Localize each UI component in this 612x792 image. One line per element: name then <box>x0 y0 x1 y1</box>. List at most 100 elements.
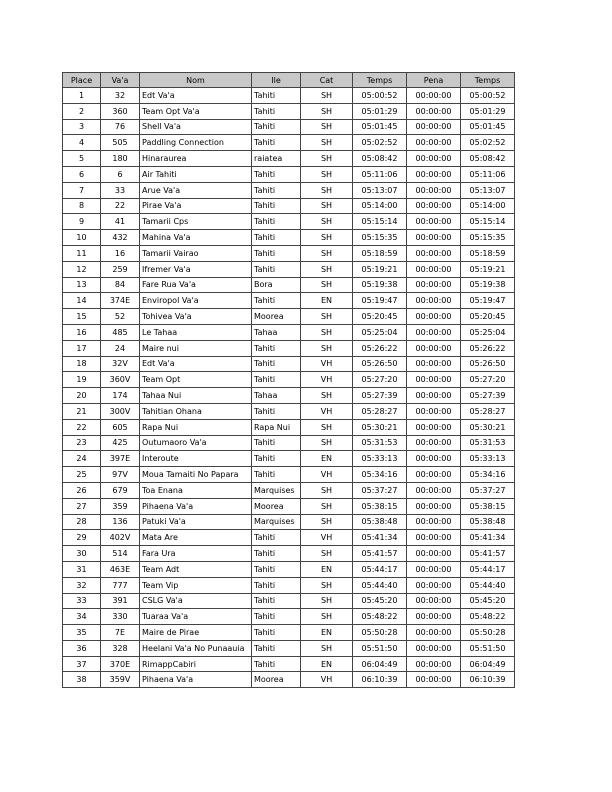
cell: 05:27:20 <box>352 371 407 389</box>
cell: 00:00:00 <box>406 450 461 468</box>
cell: SH <box>300 497 353 515</box>
table-row: 8 22 Pirae Va'a Tahiti SH 05:14:00 00:00:00 05:… <box>62 197 515 215</box>
cell: 432 <box>100 229 140 246</box>
cell: Tahiti <box>251 102 301 120</box>
cell: raiatea <box>251 150 301 167</box>
cell: Tahiti <box>251 244 301 262</box>
cell: Moorea <box>251 308 301 325</box>
cell: Rapa Nui <box>251 418 301 436</box>
cell: 300V <box>100 402 140 420</box>
cell: 28 <box>62 513 101 531</box>
cell: Tuaraa Va'a <box>139 608 252 626</box>
cell: 05:33:13 <box>352 450 407 468</box>
cell: EN <box>300 624 353 641</box>
table-row: 17 24 Maire nui Tahiti SH 05:26:22 00:00:00 05:… <box>62 339 515 357</box>
cell: 00:00:00 <box>406 339 461 357</box>
table-body: 1 32 Edt Va'a Tahiti SH 05:00:52 00:00:00 05:00… <box>62 87 515 689</box>
cell: 05:01:29 <box>460 102 515 120</box>
table-row: 7 33 Arue Va'a Tahiti SH 05:13:07 00:00:00 05:1… <box>62 181 515 199</box>
cell: 35 <box>62 624 101 641</box>
cell: 05:41:57 <box>460 545 515 562</box>
cell: 00:00:00 <box>406 402 461 420</box>
cell: 00:00:00 <box>406 197 461 215</box>
cell: 36 <box>62 639 101 657</box>
cell: 05:44:40 <box>460 576 515 594</box>
cell: 00:00:00 <box>406 639 461 657</box>
cell: 05:38:48 <box>352 513 407 531</box>
cell: 05:18:59 <box>352 244 407 262</box>
cell: Tahiti <box>251 608 301 626</box>
cell: 05:00:52 <box>352 87 407 104</box>
cell: 359 <box>100 497 140 515</box>
cell: 05:11:06 <box>352 165 407 183</box>
cell: Tahiti <box>251 118 301 136</box>
cell: 05:30:21 <box>460 418 515 436</box>
cell: 31 <box>62 560 101 578</box>
table-row: 30 514 Fara Ura Tahiti SH 05:41:57 00:00:00 05:… <box>62 545 515 562</box>
cell: SH <box>300 545 353 562</box>
table-row: 34 330 Tuaraa Va'a Tahiti SH 05:48:22 00:00:00… <box>62 608 515 626</box>
header-cell: Pena <box>406 72 461 88</box>
cell: 05:14:00 <box>352 197 407 215</box>
cell: 05:20:45 <box>352 308 407 325</box>
cell: Tahiti <box>251 529 301 547</box>
results-table: Place Va'a Nom Ile Cat Temps Pena Temps 1 32 Edt … <box>62 72 515 689</box>
cell: Tahiti <box>251 466 301 483</box>
cell: 05:50:28 <box>460 624 515 641</box>
cell: 00:00:00 <box>406 355 461 373</box>
cell: Patuki Va'a <box>139 513 252 531</box>
cell: Tahiti <box>251 197 301 215</box>
cell: 05:31:53 <box>460 434 515 452</box>
cell: 00:00:00 <box>406 87 461 104</box>
cell: Pihaena Va'a <box>139 497 252 515</box>
cell: 00:00:00 <box>406 434 461 452</box>
cell: 359V <box>100 671 140 689</box>
cell: 10 <box>62 229 101 246</box>
cell: 05:44:17 <box>352 560 407 578</box>
cell: 8 <box>62 197 101 215</box>
cell: 00:00:00 <box>406 323 461 341</box>
cell: 05:15:35 <box>460 229 515 246</box>
table-row: 12 259 Ifremer Va'a Tahiti SH 05:19:21 00:00:0… <box>62 260 515 278</box>
cell: Moua Tamaiti No Papara <box>139 466 252 483</box>
cell: Outumaoro Va'a <box>139 434 252 452</box>
cell: 27 <box>62 497 101 515</box>
cell: 6 <box>62 165 101 183</box>
cell: SH <box>300 244 353 262</box>
cell: 605 <box>100 418 140 436</box>
cell: Tahiti <box>251 339 301 357</box>
cell: 00:00:00 <box>406 165 461 183</box>
cell: 06:10:39 <box>352 671 407 689</box>
cell: 00:00:00 <box>406 102 461 120</box>
cell: 05:26:22 <box>460 339 515 357</box>
cell: 05:37:27 <box>460 481 515 499</box>
cell: 05:30:21 <box>352 418 407 436</box>
cell: 00:00:00 <box>406 608 461 626</box>
cell: VH <box>300 529 353 547</box>
cell: 06:04:49 <box>460 655 515 673</box>
cell: EN <box>300 560 353 578</box>
table-row: 4 505 Paddling Connection Tahiti SH 05:02:52 0… <box>62 134 515 152</box>
cell: 00:00:00 <box>406 418 461 436</box>
cell: 2 <box>62 102 101 120</box>
cell: 05:28:27 <box>352 402 407 420</box>
cell: 17 <box>62 339 101 357</box>
cell: SH <box>300 576 353 594</box>
cell: 05:00:52 <box>460 87 515 104</box>
cell: Tamarii Vairao <box>139 244 252 262</box>
cell: 00:00:00 <box>406 181 461 199</box>
cell: 391 <box>100 592 140 610</box>
cell: 05:19:21 <box>460 260 515 278</box>
cell: SH <box>300 639 353 657</box>
cell: 05:26:50 <box>460 355 515 373</box>
cell: 15 <box>62 308 101 325</box>
cell: VH <box>300 402 353 420</box>
cell: 12 <box>62 260 101 278</box>
table-row: 22 605 Rapa Nui Rapa Nui SH 05:30:21 00:00:00 0… <box>62 418 515 436</box>
table-row: 38 359V Pihaena Va'a Moorea VH 06:10:39 00:00:… <box>62 671 515 689</box>
cell: 05:28:27 <box>460 402 515 420</box>
header-cell: Temps <box>352 72 407 88</box>
cell: Interoute <box>139 450 252 468</box>
cell: Moorea <box>251 671 301 689</box>
cell: 00:00:00 <box>406 560 461 578</box>
